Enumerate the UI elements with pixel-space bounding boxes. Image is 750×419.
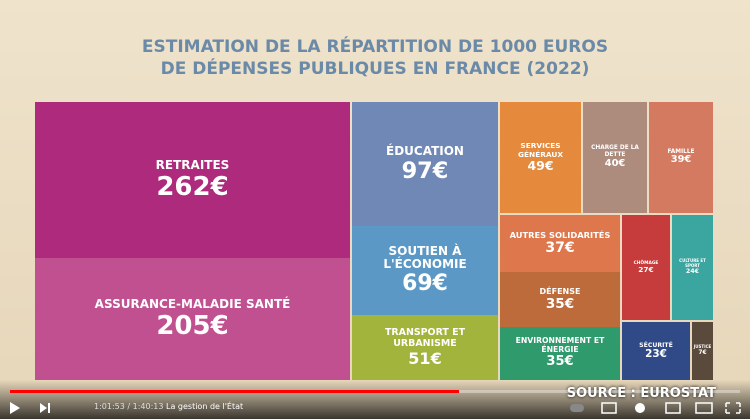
tile: SOUTIEN À L'ÉCONOMIE 69€	[352, 226, 498, 315]
time: 1:01:53 / 1:40:13	[94, 402, 164, 411]
tile-label: CHARGE DE LA DETTE	[591, 145, 639, 159]
tile-label: SOUTIEN À L'ÉCONOMIE	[383, 243, 467, 272]
tile-label: JUSTICE	[693, 344, 712, 350]
player-settings[interactable]	[570, 401, 742, 415]
value-label: 37€	[545, 239, 575, 256]
value-label: 69€	[402, 271, 448, 297]
tile-label: DÉFENSE	[539, 287, 581, 297]
tile: TRANSPORT ET URBANISME 51€	[352, 315, 498, 380]
value-label: 27€	[638, 264, 654, 274]
tile: AUTRES SOLIDARITÉS 37€	[500, 215, 620, 272]
value-label: 35€	[545, 295, 575, 312]
value-label: 49€	[527, 158, 554, 174]
tile-label: RETRAITES	[155, 157, 230, 172]
tile: DÉFENSE 35€	[500, 272, 620, 327]
tile-label: SÉCURITÉ	[639, 341, 673, 349]
tile: SERVICES GÉNÉRAUX 49€	[500, 102, 581, 213]
tile: SÉCURITÉ 23€	[622, 322, 690, 380]
value-label: 24€	[685, 267, 700, 275]
chart-title: ESTIMATION DE LA RÉPARTITION DE 1000 EUR…	[141, 37, 609, 79]
tile-label: AUTRES SOLIDARITÉS	[509, 230, 611, 241]
value-label: 262€	[156, 171, 229, 202]
value-label: 97€	[401, 157, 449, 184]
tile-label: TRANSPORT ET URBANISME	[384, 326, 466, 349]
tile: CULTURE ET SPORT 24€	[672, 215, 713, 320]
player-bar	[0, 380, 750, 419]
value-label: 35€	[546, 354, 574, 370]
tile: FAMILLE 39€	[649, 102, 713, 213]
value-label: 40€	[604, 157, 626, 169]
tile-label: FAMILLE	[667, 148, 695, 155]
tile: ASSURANCE-MALADIE SANTÉ 205€	[35, 258, 350, 380]
tile-label: ENVIRONNEMENT ET ÉNERGIE	[515, 336, 605, 355]
player-controls[interactable]	[8, 401, 68, 415]
tile: ENVIRONNEMENT ET ÉNERGIE 35€	[500, 327, 620, 380]
progress-played	[10, 390, 459, 393]
tile: JUSTICE 7€	[692, 322, 713, 380]
value-label: 7€	[698, 349, 707, 356]
chapter[interactable]: La gestion de l'État	[166, 402, 244, 411]
tile: CHARGE DE LA DETTE 40€	[583, 102, 647, 213]
tile: RETRAITES 262€	[35, 102, 350, 258]
value-label: 23€	[645, 347, 667, 360]
tile-label: SERVICES GÉNÉRAUX	[517, 141, 564, 159]
source: SOURCE : EUROSTAT	[566, 386, 716, 401]
tile-label: CULTURE ET SPORT	[679, 258, 706, 269]
tile: ÉDUCATION 97€	[352, 102, 498, 226]
tile-label: ASSURANCE-MALADIE SANTÉ	[94, 296, 291, 311]
progress-bar[interactable]	[10, 390, 740, 393]
value-label: 51€	[408, 348, 442, 368]
tile-label: ÉDUCATION	[386, 143, 464, 158]
tile-label: CHÔMAGE	[633, 260, 659, 266]
value-label: 39€	[670, 154, 692, 166]
tile: CHÔMAGE 27€	[622, 215, 670, 320]
value-label: 205€	[156, 310, 229, 341]
